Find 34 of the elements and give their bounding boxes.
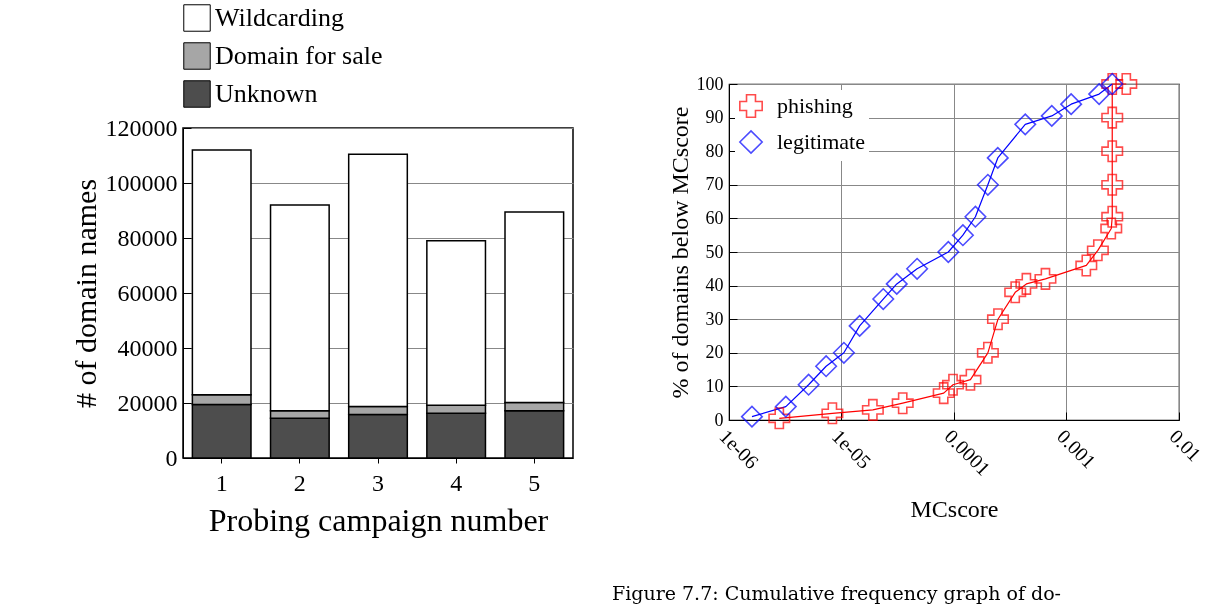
- y-tick-label: 40: [705, 275, 724, 296]
- y-tick-label: 120000: [105, 114, 178, 141]
- y-tick-label: 10: [705, 375, 724, 396]
- y-axis-title: # of domain names: [68, 178, 102, 409]
- y-tick-label: 40000: [117, 334, 178, 361]
- x-axis-title: MCscore: [910, 495, 999, 522]
- x-tick-label: 1: [215, 469, 228, 496]
- legend-label: Unknown: [215, 79, 318, 108]
- legend-label: Wildcarding: [215, 3, 344, 32]
- legend-label: legitimate: [777, 129, 865, 154]
- x-tick-label: 0.01: [1165, 425, 1206, 466]
- y-tick-label: 30: [705, 308, 724, 329]
- y-axis-title: % of domains below MCscore: [666, 106, 693, 399]
- y-tick-label: 0: [165, 444, 178, 471]
- x-tick-label: 5: [528, 469, 541, 496]
- y-tick-label: 20: [705, 342, 724, 363]
- y-tick-label: 0: [714, 409, 724, 430]
- y-tick-label: 20000: [117, 389, 178, 416]
- x-axis-title: Probing campaign number: [208, 501, 549, 538]
- x-tick-label: 3: [372, 469, 384, 496]
- y-tick-label: 100: [696, 73, 724, 94]
- y-tick-label: 80: [705, 140, 724, 161]
- x-tick-label: 4: [450, 469, 463, 496]
- y-tick-label: 60000: [117, 279, 178, 306]
- y-tick-label: 60: [705, 207, 724, 228]
- y-tick-label: 100000: [105, 169, 178, 196]
- y-tick-label: 70: [705, 174, 724, 195]
- legend-label: phishing: [777, 93, 853, 118]
- y-tick-label: 50: [705, 241, 724, 262]
- legend-label: Domain for sale: [215, 41, 383, 70]
- x-tick-label: 2: [293, 469, 306, 496]
- y-tick-label: 80000: [117, 224, 178, 251]
- caption: Figure 7.7: Cumulative frequency graph of do-: [612, 582, 1062, 604]
- y-tick-label: 90: [705, 107, 724, 128]
